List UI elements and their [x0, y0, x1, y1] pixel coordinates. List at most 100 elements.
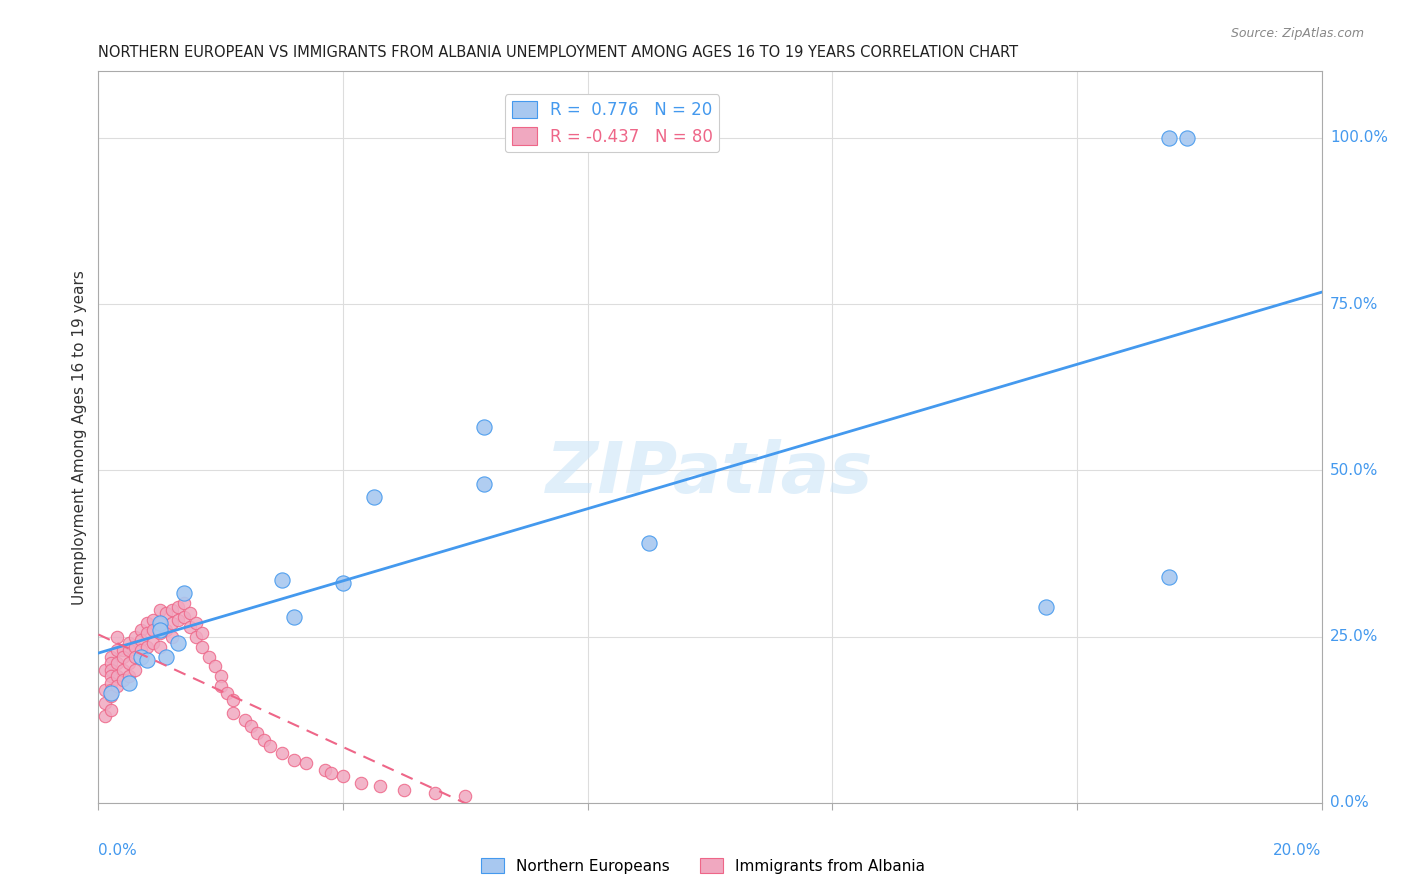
Text: 0.0%: 0.0%: [98, 843, 138, 858]
Point: [100, 669, 122, 683]
Point: [149, 616, 172, 631]
Point: [100, 686, 122, 700]
Point: [1157, 131, 1180, 145]
Point: [129, 649, 152, 664]
Point: [93, 682, 115, 697]
Point: [295, 756, 318, 770]
Point: [105, 630, 128, 644]
Point: [252, 732, 274, 747]
Point: [191, 626, 214, 640]
Point: [167, 636, 190, 650]
Text: 0.0%: 0.0%: [1330, 796, 1368, 810]
Text: 20.0%: 20.0%: [1274, 843, 1322, 858]
Point: [149, 623, 172, 637]
Point: [215, 686, 238, 700]
Point: [363, 490, 385, 504]
Text: 75.0%: 75.0%: [1330, 297, 1378, 311]
Point: [129, 643, 152, 657]
Point: [204, 659, 226, 673]
Point: [270, 746, 292, 760]
Point: [197, 649, 219, 664]
Point: [259, 739, 281, 754]
Point: [136, 653, 159, 667]
Point: [129, 632, 152, 647]
Point: [233, 713, 256, 727]
Point: [186, 630, 208, 644]
Point: [100, 663, 122, 677]
Point: [93, 709, 115, 723]
Point: [155, 623, 177, 637]
Point: [142, 636, 165, 650]
Point: [1035, 599, 1057, 614]
Point: [100, 676, 122, 690]
Point: [118, 656, 141, 670]
Point: [149, 616, 172, 631]
Point: [423, 786, 446, 800]
Point: [332, 576, 354, 591]
Point: [93, 696, 115, 710]
Point: [270, 573, 292, 587]
Point: [283, 609, 305, 624]
Point: [167, 599, 190, 614]
Point: [454, 789, 477, 804]
Point: [222, 692, 245, 706]
Point: [111, 663, 134, 677]
Point: [105, 656, 128, 670]
Point: [332, 769, 354, 783]
Point: [149, 640, 172, 654]
Point: [100, 682, 122, 697]
Text: 25.0%: 25.0%: [1330, 629, 1378, 644]
Point: [240, 719, 263, 733]
Text: ZIPatlas: ZIPatlas: [547, 439, 873, 508]
Point: [105, 680, 128, 694]
Point: [209, 680, 232, 694]
Point: [637, 536, 661, 550]
Point: [1157, 570, 1180, 584]
Point: [283, 753, 305, 767]
Point: [191, 640, 214, 654]
Point: [149, 603, 172, 617]
Point: [179, 619, 201, 633]
Point: [472, 476, 495, 491]
Point: [111, 643, 134, 657]
Point: [167, 613, 190, 627]
Point: [392, 782, 416, 797]
Point: [100, 649, 122, 664]
Text: 100.0%: 100.0%: [1330, 130, 1388, 145]
Point: [155, 649, 177, 664]
Point: [124, 663, 146, 677]
Point: [1175, 131, 1198, 145]
Point: [222, 706, 245, 720]
Point: [173, 609, 195, 624]
Point: [124, 630, 146, 644]
Point: [173, 586, 195, 600]
Point: [350, 776, 373, 790]
Point: [118, 643, 141, 657]
Point: [129, 623, 152, 637]
Point: [93, 663, 115, 677]
Text: NORTHERN EUROPEAN VS IMMIGRANTS FROM ALBANIA UNEMPLOYMENT AMONG AGES 16 TO 19 YE: NORTHERN EUROPEAN VS IMMIGRANTS FROM ALB…: [98, 45, 1018, 61]
Point: [319, 765, 342, 780]
Point: [160, 630, 183, 644]
Point: [105, 643, 128, 657]
Point: [186, 616, 208, 631]
Text: 50.0%: 50.0%: [1330, 463, 1378, 478]
Point: [142, 623, 165, 637]
Point: [160, 616, 183, 631]
Point: [100, 690, 122, 704]
Point: [111, 649, 134, 664]
Legend: Northern Europeans, Immigrants from Albania: Northern Europeans, Immigrants from Alba…: [475, 852, 931, 880]
Point: [209, 669, 232, 683]
Point: [142, 613, 165, 627]
Point: [149, 626, 172, 640]
Point: [472, 420, 495, 434]
Point: [118, 636, 141, 650]
Point: [124, 640, 146, 654]
Point: [368, 779, 391, 793]
Point: [160, 603, 183, 617]
Point: [118, 676, 141, 690]
Point: [111, 673, 134, 687]
Point: [136, 640, 159, 654]
Point: [124, 649, 146, 664]
Point: [100, 656, 122, 670]
